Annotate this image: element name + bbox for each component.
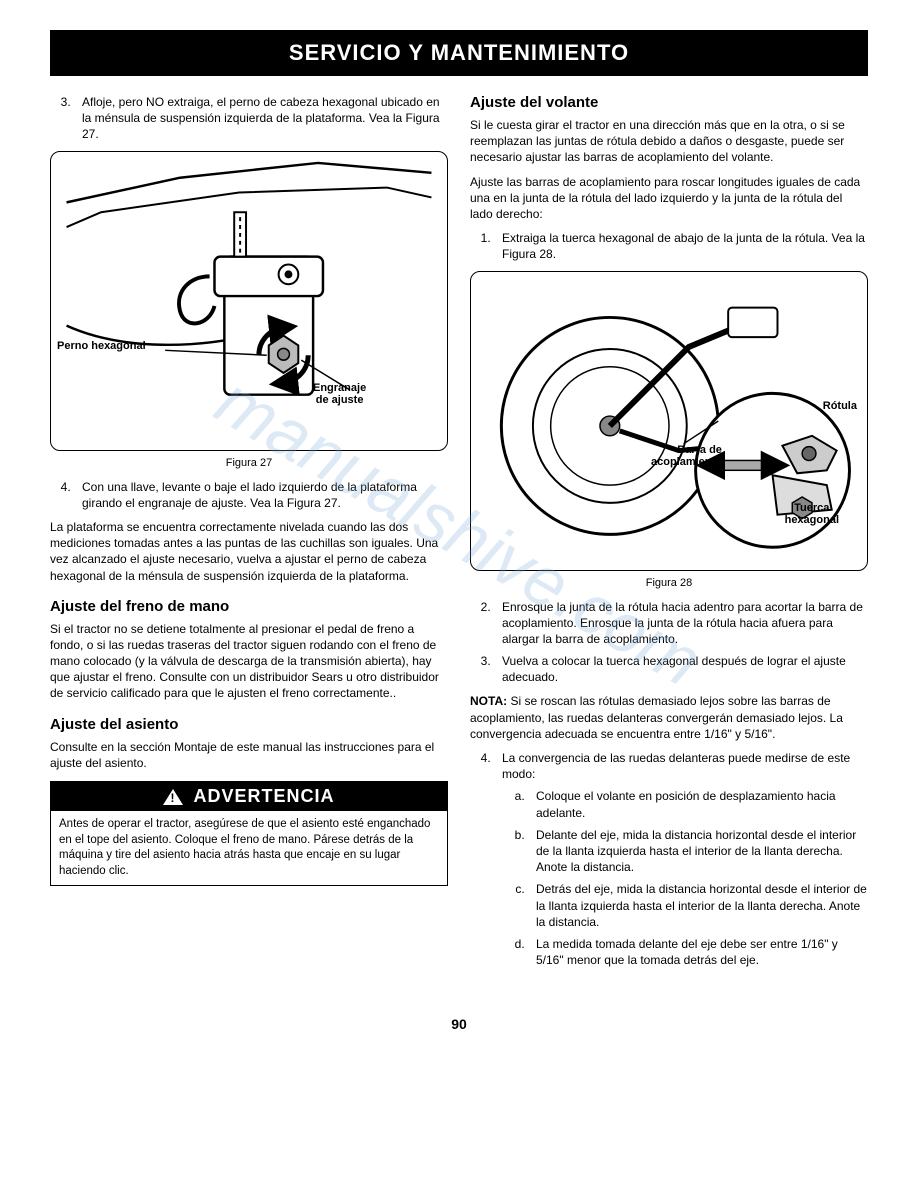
warning-box: ADVERTENCIA Antes de operar el tractor, … bbox=[50, 781, 448, 886]
para-volante-2: Ajuste las barras de acoplamiento para r… bbox=[470, 174, 868, 223]
sub-a: Coloque el volante en posición de despla… bbox=[528, 788, 868, 820]
nota-label: NOTA: bbox=[470, 694, 507, 708]
right-step-4: La convergencia de las ruedas delanteras… bbox=[494, 750, 868, 968]
label-engranaje: Engranaje de ajuste bbox=[313, 382, 366, 406]
para-asiento: Consulte en la sección Montaje de este m… bbox=[50, 739, 448, 771]
right-ol: Extraiga la tuerca hexagonal de abajo de… bbox=[494, 230, 868, 262]
warning-triangle-icon bbox=[163, 789, 183, 805]
sub-d: La medida tomada delante del eje debe se… bbox=[528, 936, 868, 968]
figure-27-caption: Figura 27 bbox=[50, 457, 448, 469]
right-step-4-text: La convergencia de las ruedas delanteras… bbox=[502, 751, 850, 781]
right-ol-4: La convergencia de las ruedas delanteras… bbox=[494, 750, 868, 968]
label-perno-hexagonal: Perno hexagonal bbox=[57, 340, 146, 352]
para-volante-1: Si le cuesta girar el tractor en una dir… bbox=[470, 117, 868, 166]
warning-header-text: ADVERTENCIA bbox=[193, 786, 334, 807]
heading-asiento: Ajuste del asiento bbox=[50, 716, 448, 733]
figure-27-svg bbox=[57, 158, 441, 444]
label-rotula: Rótula bbox=[823, 400, 857, 412]
heading-freno: Ajuste del freno de mano bbox=[50, 598, 448, 615]
right-step-3: Vuelva a colocar la tuerca hexagonal des… bbox=[494, 653, 868, 685]
label-engranaje-l1: Engranaje bbox=[313, 382, 366, 394]
para-freno: Si el tractor no se detiene totalmente a… bbox=[50, 621, 448, 702]
figure-27: Perno hexagonal Engranaje de ajuste bbox=[50, 151, 448, 451]
sub-b: Delante del eje, mida la distancia horiz… bbox=[528, 827, 868, 876]
left-ol-4: Con una llave, levante o baje el lado iz… bbox=[74, 479, 448, 511]
step-4: Con una llave, levante o baje el lado iz… bbox=[74, 479, 448, 511]
heading-volante: Ajuste del volante bbox=[470, 94, 868, 111]
left-ol-3: Afloje, pero NO extraiga, el perno de ca… bbox=[74, 94, 448, 143]
label-tuerca: Tuerca hexagonal bbox=[785, 502, 839, 526]
warning-header: ADVERTENCIA bbox=[51, 782, 447, 811]
right-step-1: Extraiga la tuerca hexagonal de abajo de… bbox=[494, 230, 868, 262]
figure-28: Rótula Barra de acoplamiento Tuerca hexa… bbox=[470, 271, 868, 571]
right-step-2: Enrosque la junta de la rótula hacia ade… bbox=[494, 599, 868, 648]
right-column: Ajuste del volante Si le cuesta girar el… bbox=[470, 94, 868, 976]
label-barra-l1: Barra de bbox=[677, 444, 722, 456]
sub-list: Coloque el volante en posición de despla… bbox=[528, 788, 868, 968]
label-tuerca-l2: hexagonal bbox=[785, 514, 839, 526]
step-3: Afloje, pero NO extraiga, el perno de ca… bbox=[74, 94, 448, 143]
label-engranaje-l2: de ajuste bbox=[316, 394, 364, 406]
page-title: SERVICIO Y MANTENIMIENTO bbox=[50, 30, 868, 76]
nota-para: NOTA: Si se roscan las rótulas demasiado… bbox=[470, 693, 868, 742]
left-column: Afloje, pero NO extraiga, el perno de ca… bbox=[50, 94, 448, 976]
right-ol-2: Enrosque la junta de la rótula hacia ade… bbox=[494, 599, 868, 686]
page: manualshive.com SERVICIO Y MANTENIMIENTO… bbox=[50, 30, 868, 1032]
figure-28-caption: Figura 28 bbox=[470, 577, 868, 589]
label-barra-l2: acoplamiento bbox=[651, 456, 722, 468]
page-number: 90 bbox=[50, 1016, 868, 1032]
warning-body: Antes de operar el tractor, asegúrese de… bbox=[51, 811, 447, 885]
label-tuerca-l1: Tuerca bbox=[794, 502, 829, 514]
sub-c: Detrás del eje, mida la distancia horizo… bbox=[528, 881, 868, 930]
left-para-nivelada: La plataforma se encuentra correctamente… bbox=[50, 519, 448, 584]
content-columns: Afloje, pero NO extraiga, el perno de ca… bbox=[50, 94, 868, 976]
nota-text: Si se roscan las rótulas demasiado lejos… bbox=[470, 694, 843, 740]
label-barra: Barra de acoplamiento bbox=[651, 444, 722, 468]
